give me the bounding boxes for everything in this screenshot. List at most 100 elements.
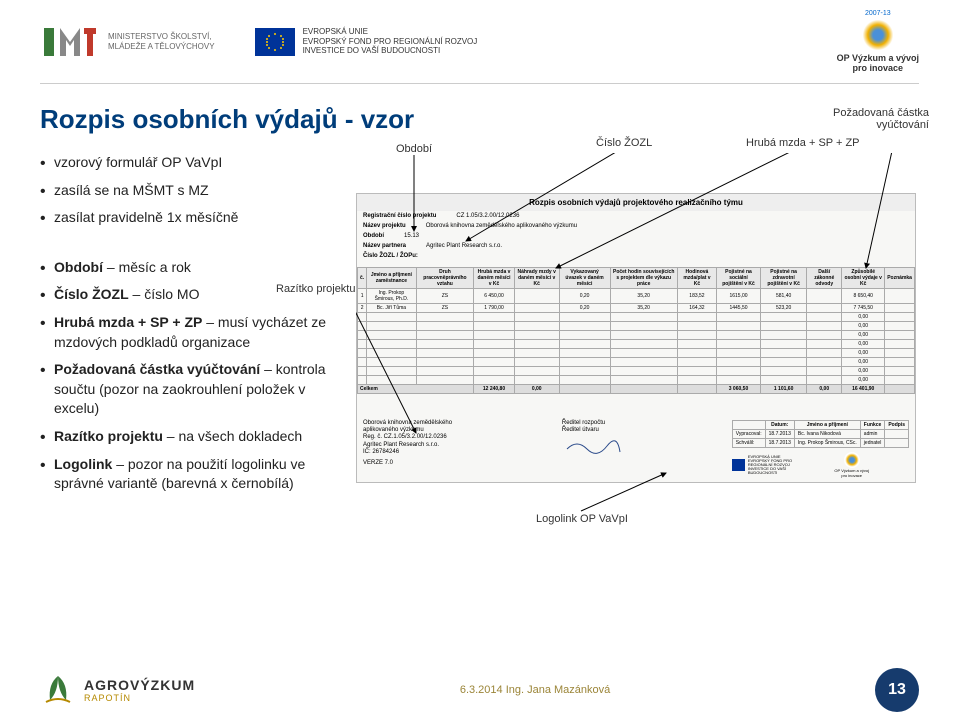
form-th: Jméno a příjmení zaměstnance (367, 268, 416, 289)
table-cell: 0,00 (842, 376, 885, 385)
msmt-line2: MLÁDEŽE A TĚLOVÝCHOVY (108, 42, 215, 52)
sum-cell (610, 385, 677, 394)
table-cell (474, 367, 514, 376)
form-tfoot: Celkem12 240,800,003 060,501 101,600,001… (358, 385, 915, 394)
sum-cell: 0,00 (807, 385, 842, 394)
eu-logo-box: EVROPSKÁ UNIE EVROPSKÝ FOND PRO REGIONÁL… (255, 27, 478, 56)
table-cell: 0,00 (842, 322, 885, 331)
table-row: 0,00 (358, 358, 915, 367)
table-cell: 1445,50 (717, 304, 761, 313)
table-cell (807, 322, 842, 331)
table-cell: 164,32 (677, 304, 716, 313)
table-cell: ZS (416, 304, 474, 313)
table-cell (358, 358, 367, 367)
table-cell (367, 358, 416, 367)
sig-table: Datum:Jméno a příjmeníFunkcePodpis Vypra… (732, 420, 909, 448)
sigd2: 18.7.2013 (765, 439, 794, 448)
table-cell (677, 313, 716, 322)
op-line1: OP Výzkum a vývoj (837, 53, 919, 63)
eu-line3: INVESTICE DO VAŠÍ BUDOUCNOSTI (303, 46, 478, 56)
form-th: Náhrady mzdy v daném měsíci v Kč (514, 268, 559, 289)
ffl1: Oborová knihovna zemědělského (363, 420, 452, 427)
table-cell (885, 367, 915, 376)
b2-0t: – měsíc a rok (103, 259, 191, 275)
table-cell (358, 367, 367, 376)
form-obdobi-label: Období (363, 233, 384, 239)
table-cell: Ing. Prokop Šmirous, Ph.D. (367, 289, 416, 304)
table-cell (514, 304, 559, 313)
op-years: 2007-13 (865, 10, 891, 17)
table-cell (367, 367, 416, 376)
table-cell (761, 340, 807, 349)
table-cell (677, 349, 716, 358)
table-cell (807, 313, 842, 322)
table-cell (416, 322, 474, 331)
table-cell (610, 322, 677, 331)
table-cell (559, 313, 610, 322)
table-row: 0,00 (358, 331, 915, 340)
table-cell (807, 367, 842, 376)
table-cell (559, 349, 610, 358)
table-cell: 1 (358, 289, 367, 304)
table-cell (717, 367, 761, 376)
table-cell (717, 331, 761, 340)
table-cell (677, 367, 716, 376)
left-column: vzorový formulář OP VaVpI zasílá se na M… (40, 153, 340, 502)
table-cell (677, 322, 716, 331)
table-cell (514, 349, 559, 358)
table-cell (514, 358, 559, 367)
form-tbody: 1Ing. Prokop Šmirous, Ph.D.ZS6 450,00 0,2… (358, 289, 915, 385)
table-cell (885, 304, 915, 313)
table-cell (807, 304, 842, 313)
callout-obdobi: Období (396, 143, 432, 155)
table-cell (677, 340, 716, 349)
table-row: 0,00 (358, 367, 915, 376)
table-cell: 6 450,00 (474, 289, 514, 304)
sigf: Funkce (860, 421, 885, 430)
table-cell (610, 358, 677, 367)
form-foot-left: Oborová knihovna zemědělského aplikované… (363, 420, 452, 478)
form-thead: č.Jméno a příjmení zaměstnanceDruh praco… (358, 268, 915, 289)
sum-cell (677, 385, 716, 394)
form-partner-label: Název partnera (363, 243, 406, 249)
form-title: Rozpis osobních výdajů projektového real… (357, 194, 915, 211)
form-reg-label: Registrační číslo projektu (363, 213, 436, 219)
footer: AGROVÝZKUM RAPOTÍN 6.3.2014 Ing. Jana Ma… (0, 660, 959, 720)
table-row: 1Ing. Prokop Šmirous, Ph.D.ZS6 450,000,2… (358, 289, 915, 304)
table-cell (367, 340, 416, 349)
table-cell (358, 322, 367, 331)
sum-cell (885, 385, 915, 394)
msmt-line1: MINISTERSTVO ŠKOLSTVÍ, (108, 32, 215, 42)
sigd: Datum: (765, 421, 794, 430)
table-cell (807, 331, 842, 340)
table-cell: 0,20 (559, 304, 610, 313)
table-cell (559, 322, 610, 331)
table-cell (367, 331, 416, 340)
table-cell (514, 331, 559, 340)
sign2: Ing. Prokop Šmirous, CSc. (794, 439, 860, 448)
table-cell (358, 349, 367, 358)
table-cell (885, 289, 915, 304)
table-cell (677, 331, 716, 340)
form-foot-sig: Datum:Jméno a příjmeníFunkcePodpis Vypra… (732, 420, 909, 478)
callout-logolink: Logolink OP VaVpI (536, 513, 628, 525)
table-cell (514, 289, 559, 304)
ffl2: aplikovaného výzkumu (363, 427, 452, 434)
form-th: Hodinová mzda/plat v Kč (677, 268, 716, 289)
eu-line1: EVROPSKÁ UNIE (303, 27, 478, 37)
table-cell (610, 367, 677, 376)
table-row: 0,00 (358, 340, 915, 349)
table-cell (367, 349, 416, 358)
table-cell (761, 313, 807, 322)
form-eu-small-icon: EVROPSKÁ UNIEEVROPSKÝ FOND PRO REGIONÁLN… (732, 453, 812, 477)
ffrozp: Ředitel rozpočtu (562, 420, 605, 426)
table-cell (474, 331, 514, 340)
eu-flag-icon (255, 28, 295, 56)
table-cell: ZS (416, 289, 474, 304)
table-cell (717, 313, 761, 322)
table-cell (717, 358, 761, 367)
bullet1-0: vzorový formulář OP VaVpI (40, 153, 340, 173)
sigfn2: jednatel (860, 439, 885, 448)
table-cell (416, 340, 474, 349)
table-cell: 7 745,50 (842, 304, 885, 313)
